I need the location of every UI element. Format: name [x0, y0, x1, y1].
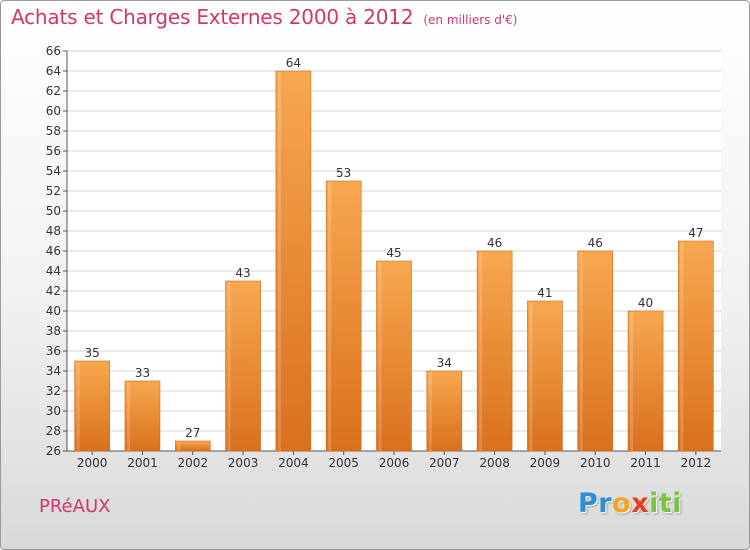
- y-tick-label: 58: [46, 124, 61, 138]
- x-tick-label: 2008: [479, 456, 510, 470]
- bars: [74, 70, 714, 452]
- y-tick-label: 36: [46, 344, 61, 358]
- bar: [476, 250, 513, 452]
- y-tick-label: 42: [46, 284, 61, 298]
- data-label: 47: [688, 226, 703, 240]
- bar-highlight: [680, 242, 684, 451]
- y-tick-label: 40: [46, 304, 61, 318]
- labels: 26 28 30 32 34 36 38 40 42 44 46 48 50 52 54 56 58 60 62 64…: [46, 44, 711, 470]
- data-label: 34: [437, 356, 452, 370]
- y-tick-label: 62: [46, 84, 61, 98]
- y-tick-label: 34: [46, 364, 61, 378]
- y-tick-label: 28: [46, 424, 61, 438]
- chart-title: Achats et Charges Externes 2000 à 2012: [11, 5, 414, 29]
- logo-letter: i: [649, 488, 659, 519]
- bar-highlight: [378, 262, 382, 451]
- y-tick-label: 44: [46, 264, 61, 278]
- bar: [325, 180, 362, 452]
- chart-subtitle: (en milliers d'€): [423, 13, 518, 27]
- bar: [174, 440, 211, 452]
- x-tick-label: 2005: [328, 456, 359, 470]
- logo-letter: x: [631, 488, 650, 519]
- bar-highlight: [479, 252, 483, 451]
- y-tick-label: 50: [46, 204, 61, 218]
- data-label: 46: [487, 236, 502, 250]
- bar: [678, 240, 714, 452]
- bar-highlight: [328, 182, 332, 451]
- bar-highlight: [529, 302, 533, 451]
- x-tick-label: 2002: [177, 456, 208, 470]
- bar-highlight: [227, 282, 231, 451]
- bar: [225, 280, 261, 452]
- y-tick-label: 26: [46, 444, 61, 458]
- bar: [426, 370, 463, 452]
- logo-letter: o: [612, 488, 632, 519]
- bar: [74, 360, 110, 452]
- bar-highlight: [76, 362, 80, 451]
- bar-highlight: [177, 442, 181, 451]
- data-label: 43: [235, 266, 250, 280]
- x-tick-label: 2012: [681, 456, 712, 470]
- bar: [275, 70, 312, 452]
- bar-highlight: [630, 312, 634, 451]
- bar-highlight: [579, 252, 583, 451]
- bar: [527, 300, 563, 452]
- bar-highlight: [126, 382, 130, 451]
- data-label: 53: [336, 166, 351, 180]
- x-tick-label: 2010: [580, 456, 611, 470]
- y-tick-label: 48: [46, 224, 61, 238]
- y-tick-label: 64: [46, 64, 61, 78]
- data-label: 33: [135, 366, 150, 380]
- bar: [376, 260, 412, 452]
- logo-letter: r: [598, 488, 613, 519]
- x-tick-label: 2011: [630, 456, 661, 470]
- y-tick-label: 60: [46, 104, 61, 118]
- title-block: Achats et Charges Externes 2000 à 2012 (e…: [11, 5, 517, 29]
- logo-letter: P: [578, 488, 599, 519]
- x-tick-label: 2009: [530, 456, 561, 470]
- x-tick-label: 2001: [127, 456, 158, 470]
- y-tick-label: 32: [46, 384, 61, 398]
- x-tick-label: 2000: [77, 456, 108, 470]
- y-tick-label: 30: [46, 404, 61, 418]
- data-label: 64: [286, 56, 301, 70]
- y-tick-label: 54: [46, 164, 61, 178]
- y-tick-label: 38: [46, 324, 61, 338]
- x-tick-label: 2007: [429, 456, 460, 470]
- data-label: 45: [386, 246, 401, 260]
- y-tick-label: 52: [46, 184, 61, 198]
- bar: [627, 310, 664, 452]
- bar: [124, 380, 161, 452]
- y-tick-label: 66: [46, 44, 61, 58]
- x-tick-label: 2004: [278, 456, 309, 470]
- data-label: 40: [638, 296, 653, 310]
- data-label: 27: [185, 426, 200, 440]
- data-label: 35: [85, 346, 100, 360]
- commune-name: PRéAUX: [39, 496, 111, 517]
- data-label: 46: [588, 236, 603, 250]
- bar-highlight: [277, 72, 281, 451]
- bar: [577, 250, 614, 452]
- x-tick-label: 2006: [379, 456, 410, 470]
- bar-highlight: [428, 372, 432, 451]
- proxiti-logo: Proxiti: [578, 488, 682, 519]
- y-tick-label: 56: [46, 144, 61, 158]
- x-tick-label: 2003: [228, 456, 259, 470]
- data-label: 41: [537, 286, 552, 300]
- y-tick-label: 46: [46, 244, 61, 258]
- logo-letter: i: [672, 488, 683, 519]
- logo-letter: t: [658, 488, 673, 519]
